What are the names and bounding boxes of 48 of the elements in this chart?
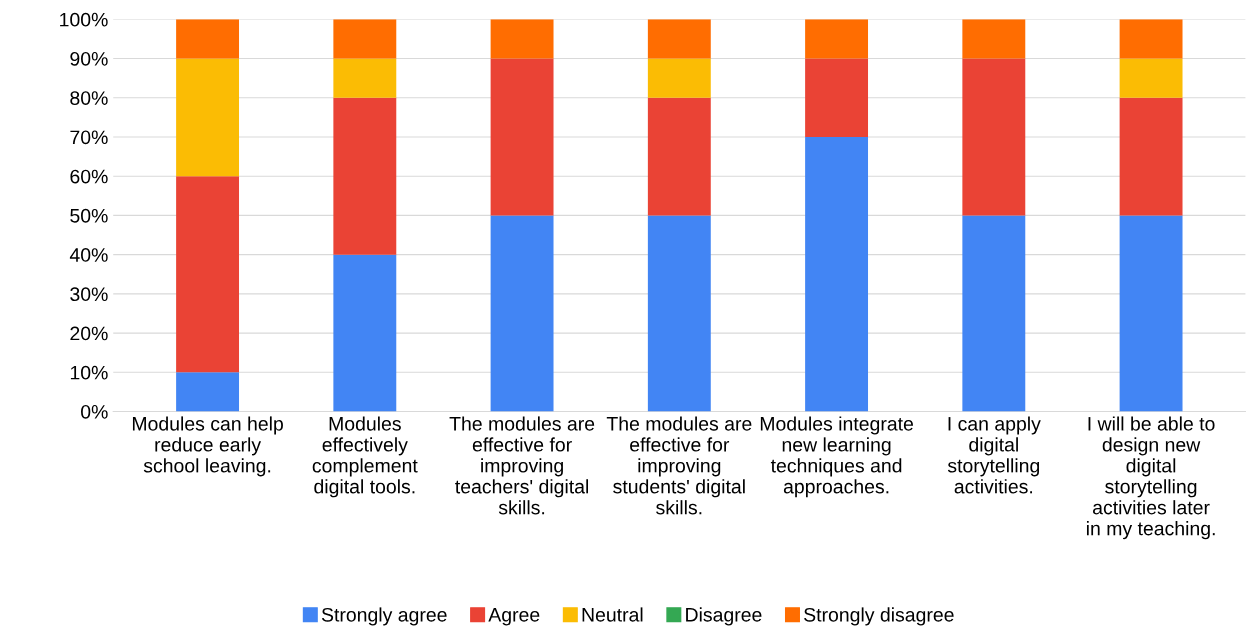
y-tick-label: 40%	[69, 248, 108, 262]
y-tick-label: 90%	[70, 51, 108, 66]
bar	[333, 19, 397, 59]
x-tick-label: Modules integrate new learning techniques and approaches.	[760, 416, 913, 498]
legend-label: Disagree	[686, 607, 762, 626]
bar	[805, 136, 869, 412]
y-tick-label: 70%	[70, 130, 108, 145]
bar	[962, 215, 1026, 412]
bar	[805, 19, 869, 59]
bar	[647, 97, 711, 216]
bar	[962, 19, 1026, 59]
bar	[176, 58, 240, 177]
x-tick-label: Modules effectively complement digital tools.	[312, 416, 418, 498]
legend-label: Strongly agree	[321, 607, 447, 626]
x-tick-label: I will be able to design new digital storytelling activities later in my teaching.	[1086, 416, 1215, 540]
bar	[176, 19, 240, 59]
bar	[647, 19, 711, 59]
legend-label: Neutral	[582, 607, 643, 622]
y-tick-label: 50%	[70, 208, 108, 223]
x-tick-label: Modules can help reduce early school leaving.	[132, 416, 283, 477]
y-tick-label: 0%	[81, 404, 108, 419]
bar	[647, 215, 711, 412]
bar	[490, 58, 554, 216]
bar	[333, 97, 397, 255]
x-tick-label: I can apply digital storytelling activities.	[947, 416, 1041, 494]
bar	[1119, 58, 1183, 98]
bar	[176, 372, 240, 412]
bar	[962, 58, 1026, 216]
bar	[333, 58, 397, 98]
bar	[1119, 97, 1183, 216]
bar	[490, 215, 554, 412]
x-tick-label: The modules are effective for improving teachers' digital skills.	[449, 416, 595, 515]
bar	[647, 58, 711, 98]
bar	[490, 19, 554, 59]
x-tick-label: The modules are effective for improving students' digital skills.	[606, 416, 752, 515]
y-tick-label: 100%	[60, 12, 108, 27]
y-tick-label: 20%	[70, 326, 108, 341]
bar	[1119, 215, 1183, 412]
y-tick-label: 80%	[70, 91, 108, 105]
bar	[1119, 19, 1183, 59]
legend-label: Strongly disagree	[804, 607, 954, 626]
y-tick-label: 30%	[70, 287, 108, 302]
bar	[805, 58, 869, 137]
y-tick-label: 10%	[70, 365, 108, 380]
bar	[333, 254, 397, 412]
legend-label: Agree	[488, 608, 540, 626]
bar	[176, 176, 240, 373]
y-tick-label: 60%	[70, 169, 108, 184]
